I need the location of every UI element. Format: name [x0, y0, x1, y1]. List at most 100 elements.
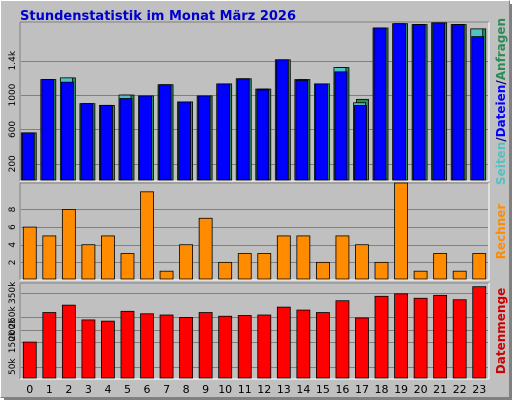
x-tick-label: 2: [65, 383, 72, 396]
bar-dateien: [451, 24, 465, 181]
bar-rechner: [472, 253, 487, 280]
bar-datenmenge: [120, 310, 135, 379]
x-tick-label: 9: [202, 383, 209, 396]
bar-rechner: [296, 235, 311, 280]
x-tick-label: 11: [238, 383, 252, 396]
y-tick-label: 200k: [8, 318, 18, 341]
side-label-part: Seiten: [494, 142, 508, 185]
bar-rechner: [140, 191, 154, 280]
bar-rechner: [22, 226, 37, 280]
x-tick-label: 16: [335, 383, 349, 396]
chart-panel-1: 2 4 6 8 Rechner: [8, 182, 508, 281]
bar-datenmenge: [413, 297, 428, 379]
x-tick-label: 18: [375, 383, 389, 396]
bar-dateien: [100, 104, 113, 181]
side-label-part: /: [494, 137, 508, 142]
bar-datenmenge: [218, 315, 233, 379]
y-tick-label: 250k: [8, 305, 18, 328]
bar-dateien: [236, 79, 250, 181]
bar-rechner: [81, 244, 96, 280]
bar-rechner: [198, 217, 213, 280]
bar-rechner: [413, 270, 428, 280]
y-tick-label: 4: [8, 242, 18, 248]
bar-rechner: [374, 261, 389, 280]
x-tick-label: 17: [355, 383, 369, 396]
y-tick-label: 600: [8, 121, 18, 138]
bar-rechner: [433, 253, 448, 280]
bar-rechner: [452, 270, 467, 280]
bar-rechner: [315, 261, 330, 280]
bar-rechner: [61, 209, 76, 280]
bar-dateien: [354, 104, 367, 181]
bar-datenmenge: [452, 299, 467, 379]
bar-rechner: [276, 235, 291, 280]
y-tick-label: 150k: [8, 330, 18, 353]
y-tick-label: 350k: [8, 281, 18, 304]
x-tick-label: 15: [316, 383, 330, 396]
bar-datenmenge: [433, 294, 448, 379]
bar-dateien: [412, 24, 426, 181]
panel-background: [20, 22, 489, 181]
bar-datenmenge: [198, 312, 213, 379]
side-label-part: Anfragen: [494, 18, 508, 80]
bar-datenmenge: [394, 293, 408, 379]
bar-datenmenge: [335, 300, 350, 379]
x-tick-label: 22: [453, 383, 467, 396]
bar-dateien: [275, 59, 289, 181]
x-tick-label: 20: [414, 383, 428, 396]
bar-rechner: [101, 235, 115, 280]
x-tick-label: 5: [124, 383, 131, 396]
bar-rechner: [120, 253, 135, 280]
x-tick-label: 6: [144, 383, 151, 396]
bar-dateien: [21, 132, 35, 181]
bar-datenmenge: [355, 317, 369, 379]
bar-rechner: [335, 235, 350, 280]
bar-dateien: [373, 27, 387, 181]
bar-datenmenge: [472, 286, 487, 379]
y-tick-label: 8: [8, 206, 18, 212]
bar-datenmenge: [101, 320, 115, 379]
y-tick-label: 2: [8, 259, 18, 265]
x-tick-label: 13: [277, 383, 291, 396]
bar-rechner: [179, 244, 194, 280]
side-label-part: Dateien: [494, 85, 508, 138]
series-side-label: Rechner: [494, 204, 508, 260]
x-tick-label: 7: [163, 383, 170, 396]
y-tick-label: 200: [8, 155, 18, 172]
bar-dateien: [178, 101, 192, 181]
frame-shadow-bottom: [4, 398, 512, 400]
bar-rechner: [355, 244, 369, 280]
x-tick-label: 14: [296, 383, 310, 396]
x-tick-label: 10: [218, 383, 232, 396]
y-tick-label: 50k: [8, 358, 18, 375]
bar-datenmenge: [237, 315, 252, 379]
bar-dateien: [334, 71, 348, 181]
bar-datenmenge: [296, 309, 311, 379]
bar-rechner: [237, 253, 252, 280]
bar-dateien: [432, 22, 446, 181]
series-side-label: Seiten/Dateien/Anfragen: [494, 18, 508, 185]
y-tick-label: 1000: [8, 83, 18, 106]
series-side-label: Datenmenge: [494, 288, 508, 374]
bar-dateien: [41, 79, 55, 181]
bar-dateien: [158, 84, 172, 181]
bar-datenmenge: [315, 312, 330, 379]
x-tick-label: 3: [85, 383, 92, 396]
x-tick-label: 8: [183, 383, 190, 396]
bar-datenmenge: [61, 304, 76, 379]
bar-rechner: [159, 270, 174, 280]
bar-dateien: [295, 80, 309, 181]
x-tick-label: 0: [26, 383, 33, 396]
bar-dateien: [197, 95, 211, 181]
frame-shadow-right: [510, 4, 512, 400]
bar-dateien: [471, 36, 485, 181]
bar-datenmenge: [22, 341, 37, 379]
x-tick-label: 12: [257, 383, 271, 396]
x-tick-label: 21: [433, 383, 447, 396]
bar-datenmenge: [159, 314, 174, 379]
panel-background: [20, 183, 489, 280]
bar-datenmenge: [374, 295, 389, 379]
bar-rechner: [257, 253, 272, 280]
